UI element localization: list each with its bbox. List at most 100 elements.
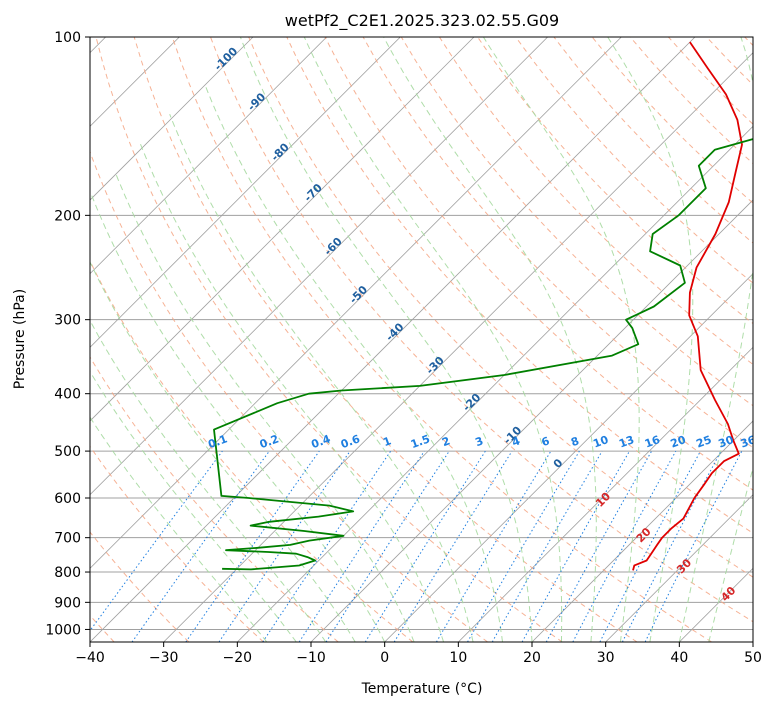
dry-adiabat-line [210,37,753,623]
isotherm-label: -20 [460,391,483,414]
plot-frame [89,36,754,643]
dry-adiabat-line [90,356,339,642]
dry-adiabat-line [90,531,190,642]
isotherm-label: -80 [269,140,292,163]
y-tick-label: 500 [54,444,81,460]
dry-adiabat-line [90,150,488,642]
dry-adiabat-line [515,37,753,284]
isotherm-line [90,37,548,496]
dry-adiabat-line [438,37,753,366]
moist-adiabat-line [90,260,356,642]
mixing-ratio-label: 13 [617,433,636,450]
mixing-ratio-line [599,450,701,642]
x-tick-label: −10 [296,650,326,666]
x-tick-label: −20 [223,650,253,666]
moist-adiabat-line [115,173,415,642]
isotherm-line [90,37,696,642]
mixing-ratio-label: 0.1 [206,432,229,451]
dry-adiabat-line [286,37,753,534]
x-tick-label: 50 [744,650,762,666]
moist-adiabat-line [303,37,563,642]
dry-adiabat-line [95,37,563,642]
moist-adiabat-line [607,37,694,642]
mixing-ratio-label: 3 [473,434,485,449]
mixing-ratio-label: 1 [381,434,393,449]
mixing-ratio-label: 0.2 [258,432,281,451]
isotherm-line [90,37,475,422]
chart-title: wetPf2_C2E1.2025.323.02.55.G09 [285,11,559,31]
mixing-ratio-label: 16 [643,433,662,451]
moist-adiabat-line [204,83,503,642]
mixing-ratio-label: 30 [717,433,736,451]
mixing-ratio-line [262,450,392,642]
dry-adiabat-line [668,37,753,125]
mixing-ratio-label: 8 [569,434,581,449]
moist-adiabat-line [90,319,327,642]
mixing-ratio-line [90,450,223,632]
mixing-ratio-line [325,450,450,642]
dry-adiabat-line [553,37,753,244]
dry-adiabat-line [591,37,753,204]
dry-adiabat-line [248,37,753,578]
background-grid [90,37,753,642]
isotherm-line [90,37,401,348]
isotherm-label: -50 [347,283,370,306]
isotherm-label: -90 [245,90,268,113]
sounding-profiles [213,41,753,571]
dry-adiabat-line [90,259,414,642]
isotherm-line [531,420,753,642]
x-tick-label: 40 [670,650,688,666]
isotherm-line [752,641,753,642]
mixing-ratio-label: 10 [591,433,610,451]
y-tick-label: 700 [54,531,81,547]
y-tick-label: 300 [54,313,81,329]
mixing-ratio-line [364,450,486,642]
moist-adiabat-line [678,37,753,642]
isotherm-line [237,125,753,642]
mixing-ratio-label: 1.5 [409,432,432,451]
isotherm-line [384,273,753,642]
mixing-ratio-label: 20 [669,433,688,451]
mixing-ratio-line [644,450,743,642]
x-tick-label: 0 [380,650,389,666]
mixing-ratio-line [521,450,630,642]
mixing-ratio-label: 6 [540,434,552,449]
mixing-ratio-label: 36 [739,433,758,451]
isotherm-line [90,37,254,201]
dry-adiabat-line [744,37,753,47]
x-tick-label: 10 [449,650,467,666]
mixing-ratio-line [545,450,653,642]
mixing-ratio-line [131,450,270,642]
y-tick-label: 800 [54,565,81,581]
moist-adiabat-line [482,37,640,642]
mixing-ratio-label: 25 [695,433,714,450]
mixing-ratio-line [572,450,677,642]
y-tick-label: 900 [54,595,81,611]
moist-adiabat-line [90,370,297,642]
isotherm-label: -40 [383,320,406,343]
moist-adiabat-line [90,416,268,642]
dry-adiabat-line [400,37,753,407]
mixing-ratio-line [298,450,425,642]
x-tick-label: 30 [597,650,615,666]
isotherm-label: -60 [322,235,345,258]
isotherm-line [90,37,622,569]
moist-adiabat-line [708,466,753,642]
isotherm-label: -30 [424,354,447,377]
y-tick-label: 400 [54,387,81,403]
isotherm-line [310,199,753,642]
moist-adiabat-line [383,37,597,642]
moist-adiabat-line [138,141,445,642]
mixing-ratio-label: 0.6 [339,432,362,451]
mixing-ratio-lines [90,450,743,642]
dewpoint-profile-line [213,138,753,571]
mixing-ratio-label: 4 [510,434,522,449]
x-axis-ticks: −40 −30 −20 −10 0 10 20 30 40 50 [75,642,762,666]
dry-adiabat-line [90,445,264,642]
isotherm-line [679,567,753,642]
moist-adiabat-line [239,37,533,642]
y-axis-ticks: 100 200 300 400 500 600 700 800 900 1000 [45,30,90,638]
isotherm-line [90,37,327,275]
y-tick-label: 200 [54,208,81,224]
